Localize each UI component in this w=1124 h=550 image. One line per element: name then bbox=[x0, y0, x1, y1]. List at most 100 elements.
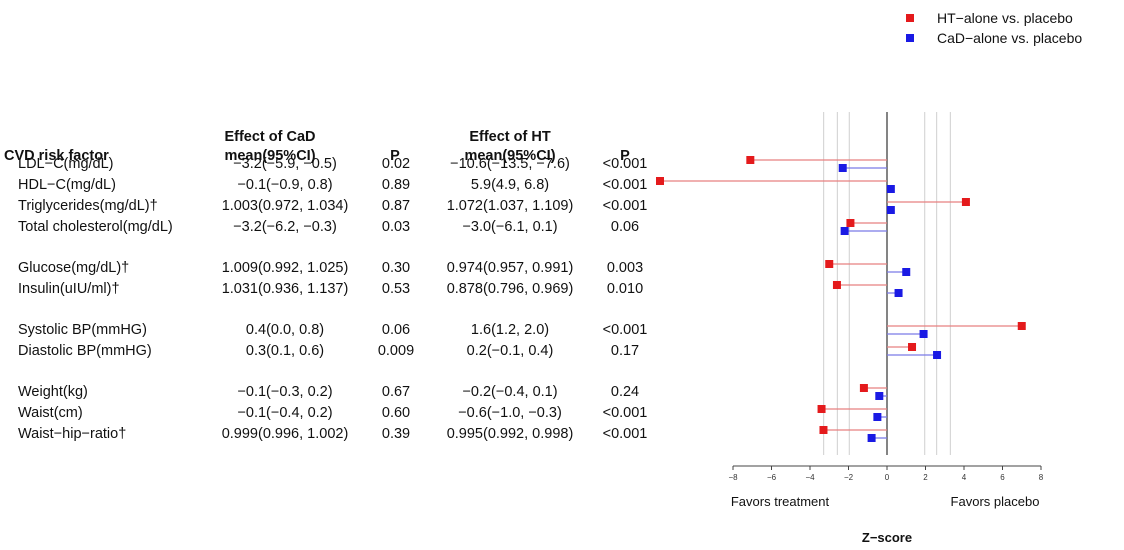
series-0-point bbox=[1017, 322, 1026, 330]
x-tick-label: 0 bbox=[885, 473, 890, 482]
row-ht-effect: 0.974(0.957, 0.991) bbox=[446, 260, 574, 276]
series-1-point bbox=[840, 227, 849, 235]
row-cad-p: 0.53 bbox=[381, 281, 411, 297]
series-0-point bbox=[825, 260, 834, 268]
header-ht-effect: Effect of HT bbox=[469, 129, 551, 145]
legend-swatch-0 bbox=[906, 14, 914, 22]
series-1-point bbox=[933, 351, 942, 359]
row-cad-effect: −0.1(−0.9, 0.8) bbox=[237, 177, 333, 193]
x-tick-label: −6 bbox=[767, 473, 777, 482]
series-0-point bbox=[817, 405, 826, 413]
row-cad-effect: −0.1(−0.4, 0.2) bbox=[237, 405, 333, 421]
row-cad-p: 0.60 bbox=[381, 405, 411, 421]
x-tick-label: 6 bbox=[1000, 473, 1005, 482]
row-factor: LDL−C(mg/dL) bbox=[18, 156, 114, 172]
annotation-favors-placebo: Favors placebo bbox=[951, 494, 1040, 509]
series-1-point bbox=[886, 185, 895, 193]
row-ht-p: <0.001 bbox=[602, 405, 648, 421]
header-ht-p: P bbox=[620, 148, 630, 164]
row-cad-p: 0.30 bbox=[381, 260, 411, 276]
series-1-point bbox=[919, 330, 928, 338]
header-ht-ci: mean(95%CI) bbox=[464, 148, 556, 164]
row-cad-effect: −3.2(−6.2, −0.3) bbox=[233, 219, 337, 235]
series-0-point bbox=[859, 384, 868, 392]
x-tick-label: −8 bbox=[728, 473, 738, 482]
series-0-point bbox=[908, 343, 917, 351]
series-0-point bbox=[656, 177, 664, 185]
row-ht-effect: −0.6(−1.0, −0.3) bbox=[458, 405, 562, 421]
x-tick-label: 4 bbox=[962, 473, 967, 482]
row-ht-p: <0.001 bbox=[602, 156, 648, 172]
row-factor: Insulin(uIU/ml)† bbox=[18, 281, 120, 297]
row-ht-p: <0.001 bbox=[602, 177, 648, 193]
series-1-point bbox=[894, 289, 903, 297]
row-factor: Glucose(mg/dL)† bbox=[18, 260, 130, 276]
x-tick-label: 2 bbox=[923, 473, 928, 482]
row-ht-p: 0.06 bbox=[610, 219, 640, 235]
row-cad-p: 0.02 bbox=[381, 156, 411, 172]
series-0-point bbox=[746, 156, 755, 164]
row-ht-effect: 0.2(−0.1, 0.4) bbox=[466, 343, 554, 359]
row-factor: Waist−hip−ratio† bbox=[18, 426, 127, 442]
row-factor: Systolic BP(mmHG) bbox=[18, 322, 147, 338]
row-ht-effect: −10.6(−13.5, −7.6) bbox=[450, 156, 570, 172]
x-tick-label: −4 bbox=[805, 473, 815, 482]
row-cad-effect: 1.003(0.972, 1.034) bbox=[221, 198, 349, 214]
row-cad-p: 0.03 bbox=[381, 219, 411, 235]
row-cad-p: 0.009 bbox=[377, 343, 415, 359]
row-factor: Weight(kg) bbox=[18, 384, 88, 400]
series-0-point bbox=[961, 198, 970, 206]
row-cad-effect: 0.999(0.996, 1.002) bbox=[221, 426, 349, 442]
series-1-point bbox=[873, 413, 882, 421]
row-ht-p: 0.010 bbox=[606, 281, 644, 297]
legend-label-0: HT−alone vs. placebo bbox=[937, 10, 1073, 26]
row-ht-effect: 0.878(0.796, 0.969) bbox=[446, 281, 574, 297]
series-0-point bbox=[819, 426, 828, 434]
row-cad-effect: 0.4(0.0, 0.8) bbox=[245, 322, 325, 338]
row-ht-effect: 5.9(4.9, 6.8) bbox=[470, 177, 550, 193]
row-cad-p: 0.06 bbox=[381, 322, 411, 338]
series-1-point bbox=[875, 392, 884, 400]
row-cad-effect: −0.1(−0.3, 0.2) bbox=[237, 384, 333, 400]
series-0-point bbox=[846, 219, 855, 227]
row-ht-effect: 1.6(1.2, 2.0) bbox=[470, 322, 550, 338]
row-ht-p: <0.001 bbox=[602, 198, 648, 214]
row-ht-p: <0.001 bbox=[602, 322, 648, 338]
x-tick-label: −2 bbox=[844, 473, 854, 482]
series-1-point bbox=[902, 268, 911, 276]
header-cad-effect: Effect of CaD bbox=[224, 129, 316, 145]
series-1-point bbox=[886, 206, 895, 214]
row-cad-p: 0.39 bbox=[381, 426, 411, 442]
row-ht-p: 0.17 bbox=[610, 343, 640, 359]
legend-swatch-1 bbox=[906, 34, 914, 42]
header-cad-p: P bbox=[390, 148, 400, 164]
row-factor: Diastolic BP(mmHG) bbox=[18, 343, 152, 359]
row-factor: Total cholesterol(mg/dL) bbox=[18, 219, 173, 235]
row-cad-effect: 0.3(0.1, 0.6) bbox=[245, 343, 325, 359]
row-factor: HDL−C(mg/dL) bbox=[18, 177, 116, 193]
annotation-favors-treatment: Favors treatment bbox=[731, 494, 830, 509]
row-ht-effect: 1.072(1.037, 1.109) bbox=[446, 198, 574, 214]
row-ht-p: <0.001 bbox=[602, 426, 648, 442]
row-ht-effect: −3.0(−6.1, 0.1) bbox=[462, 219, 558, 235]
series-0-point bbox=[832, 281, 841, 289]
row-cad-effect: 1.009(0.992, 1.025) bbox=[221, 260, 349, 276]
row-ht-p: 0.24 bbox=[610, 384, 640, 400]
x-tick-label: 8 bbox=[1039, 473, 1044, 482]
x-axis-label: Z−score bbox=[862, 530, 912, 545]
header-risk-factor: CVD risk factor bbox=[4, 148, 109, 164]
row-cad-effect: 1.031(0.936, 1.137) bbox=[221, 281, 349, 297]
legend-label-1: CaD−alone vs. placebo bbox=[937, 30, 1082, 46]
row-factor: Triglycerides(mg/dL)† bbox=[18, 198, 158, 214]
row-ht-effect: 0.995(0.992, 0.998) bbox=[446, 426, 574, 442]
row-cad-effect: −3.2(−5.9, −0.5) bbox=[233, 156, 337, 172]
row-ht-effect: −0.2(−0.4, 0.1) bbox=[462, 384, 558, 400]
header-cad-ci: mean(95%CI) bbox=[224, 148, 316, 164]
row-ht-p: 0.003 bbox=[606, 260, 644, 276]
row-cad-p: 0.87 bbox=[381, 198, 411, 214]
row-cad-p: 0.67 bbox=[381, 384, 411, 400]
series-1-point bbox=[838, 164, 847, 172]
series-1-point bbox=[867, 434, 876, 442]
row-factor: Waist(cm) bbox=[18, 405, 83, 421]
